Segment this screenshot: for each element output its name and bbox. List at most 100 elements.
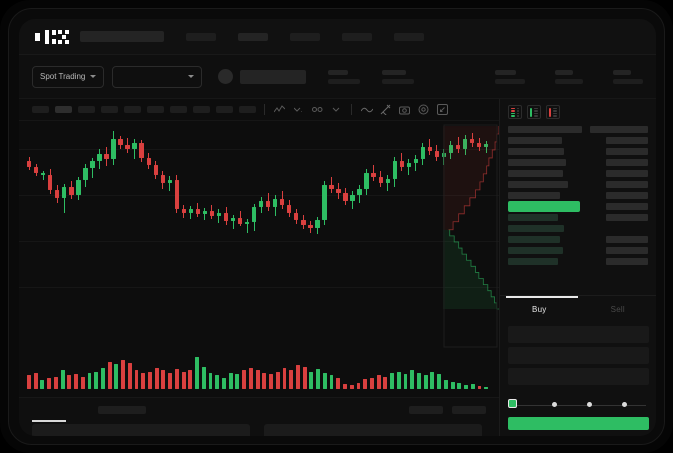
orderbook-bid-row-3[interactable]	[500, 234, 656, 245]
orderbook-cell-right	[606, 192, 648, 199]
timeframe-button-10[interactable]	[239, 106, 256, 113]
orderbook-ask-row-2[interactable]	[500, 135, 656, 146]
nav-item-markets[interactable]	[186, 32, 216, 41]
candle	[90, 158, 95, 178]
indicators-icon[interactable]	[311, 103, 324, 116]
orderbook-bid-row-4[interactable]	[500, 245, 656, 256]
amount-field[interactable]	[508, 347, 649, 364]
volume-bar	[121, 360, 126, 389]
volume-bar	[161, 370, 166, 389]
candle	[469, 133, 475, 147]
timeframe-button-4[interactable]	[101, 106, 118, 113]
fullscreen-icon[interactable]	[436, 103, 449, 116]
orders-action-1[interactable]	[409, 406, 443, 414]
slider-stop-75[interactable]	[622, 401, 628, 407]
orders-tabs	[32, 406, 146, 422]
volume-bar	[443, 380, 448, 389]
candle	[55, 185, 60, 203]
chevron-down-icon[interactable]	[330, 103, 343, 116]
orderbook-bid-row-1[interactable]	[500, 212, 656, 223]
candle	[448, 141, 454, 159]
timeframe-button-1[interactable]	[32, 106, 49, 113]
orderbook-cell-right	[606, 148, 648, 155]
nav-item-earn[interactable]	[342, 32, 372, 41]
timeframe-button-3[interactable]	[78, 106, 95, 113]
tab-sell[interactable]: Sell	[610, 304, 625, 314]
candle	[118, 136, 123, 149]
total-field[interactable]	[508, 368, 649, 385]
slider-handle[interactable]	[508, 398, 517, 408]
timeframe-button-2[interactable]	[55, 106, 72, 113]
ticker-price-placeholder	[240, 69, 307, 84]
timeframe-button-9[interactable]	[216, 106, 233, 113]
orderbook-mode-both[interactable]	[508, 105, 522, 119]
orderbook-mode-bids[interactable]	[527, 105, 541, 119]
tab-buy[interactable]: Buy	[532, 304, 547, 314]
settings-gear-icon[interactable]	[417, 103, 430, 116]
candlestick-chart[interactable]	[19, 121, 499, 336]
market-type-select[interactable]: Spot Trading	[32, 65, 105, 88]
candle	[41, 171, 46, 180]
volume-bar	[417, 372, 421, 389]
timeframe-button-5[interactable]	[124, 106, 141, 113]
orderbook-ask-row-6[interactable]	[500, 179, 656, 190]
orderbook-mode-asks[interactable]	[546, 105, 560, 119]
orderbook-ask-row-4[interactable]	[500, 157, 656, 168]
candle	[399, 153, 404, 171]
orderbook-rows[interactable]	[500, 124, 656, 312]
volume-bar	[87, 372, 92, 389]
chevron-down-icon[interactable]	[292, 103, 305, 116]
volume-bar	[33, 372, 38, 389]
amount-slider[interactable]	[508, 398, 649, 411]
orderbook-cell-left	[508, 148, 564, 155]
orderbook-cell-right	[590, 126, 648, 133]
camera-icon[interactable]	[398, 103, 411, 116]
timeframe-button-6[interactable]	[147, 106, 164, 113]
volume-bar	[302, 366, 307, 389]
orders-action-2[interactable]	[452, 406, 486, 414]
volume-bar	[470, 384, 475, 389]
candle	[406, 159, 411, 175]
tab-order-history[interactable]	[98, 406, 146, 414]
volume-bar	[390, 372, 395, 389]
orderbook-cell-left	[508, 137, 562, 144]
slider-stop-50[interactable]	[586, 401, 592, 407]
orderbook-ask-row-5[interactable]	[500, 168, 656, 179]
okx-logo[interactable]	[32, 29, 69, 44]
price-field[interactable]	[508, 326, 649, 343]
orders-panel	[19, 397, 499, 436]
nav-item-derivatives[interactable]	[290, 32, 320, 41]
candle	[97, 149, 102, 169]
orderbook-bid-row-5[interactable]	[500, 256, 656, 267]
volume-bar	[477, 385, 482, 389]
volume-bar	[282, 367, 287, 389]
trading-pair-select[interactable]	[112, 65, 203, 88]
trendline-icon[interactable]	[273, 103, 286, 116]
timeframe-button-8[interactable]	[193, 106, 210, 113]
wave-line-icon[interactable]	[360, 103, 373, 116]
orderbook-cell-left	[508, 126, 582, 133]
orderbook-bid-row-2[interactable]	[500, 223, 656, 234]
orderbook-ask-row-1[interactable]	[500, 124, 656, 135]
orderbook-cell-left	[508, 247, 563, 254]
orders-card-2[interactable]	[264, 424, 482, 436]
nav-item-more[interactable]	[394, 32, 424, 41]
volume-histogram	[19, 339, 499, 397]
volume-bar	[403, 374, 408, 389]
orderbook-ask-row-3[interactable]	[500, 146, 656, 157]
candle	[357, 185, 362, 203]
orders-card-1[interactable]	[32, 424, 250, 436]
volume-bar	[356, 382, 361, 389]
orderbook-mid-row[interactable]	[500, 201, 656, 212]
active-tab-underline	[506, 296, 578, 298]
orderbook-ask-row-7[interactable]	[500, 190, 656, 201]
candle-series	[19, 121, 499, 336]
timeframe-button-7[interactable]	[170, 106, 187, 113]
stat-value	[328, 78, 361, 84]
place-buy-order-button[interactable]	[508, 417, 649, 430]
slider-stop-25[interactable]	[551, 401, 557, 407]
volume-bar	[100, 367, 105, 389]
nav-item-trade[interactable]	[238, 32, 268, 41]
eraser-icon[interactable]	[379, 103, 392, 116]
candle	[83, 164, 88, 187]
